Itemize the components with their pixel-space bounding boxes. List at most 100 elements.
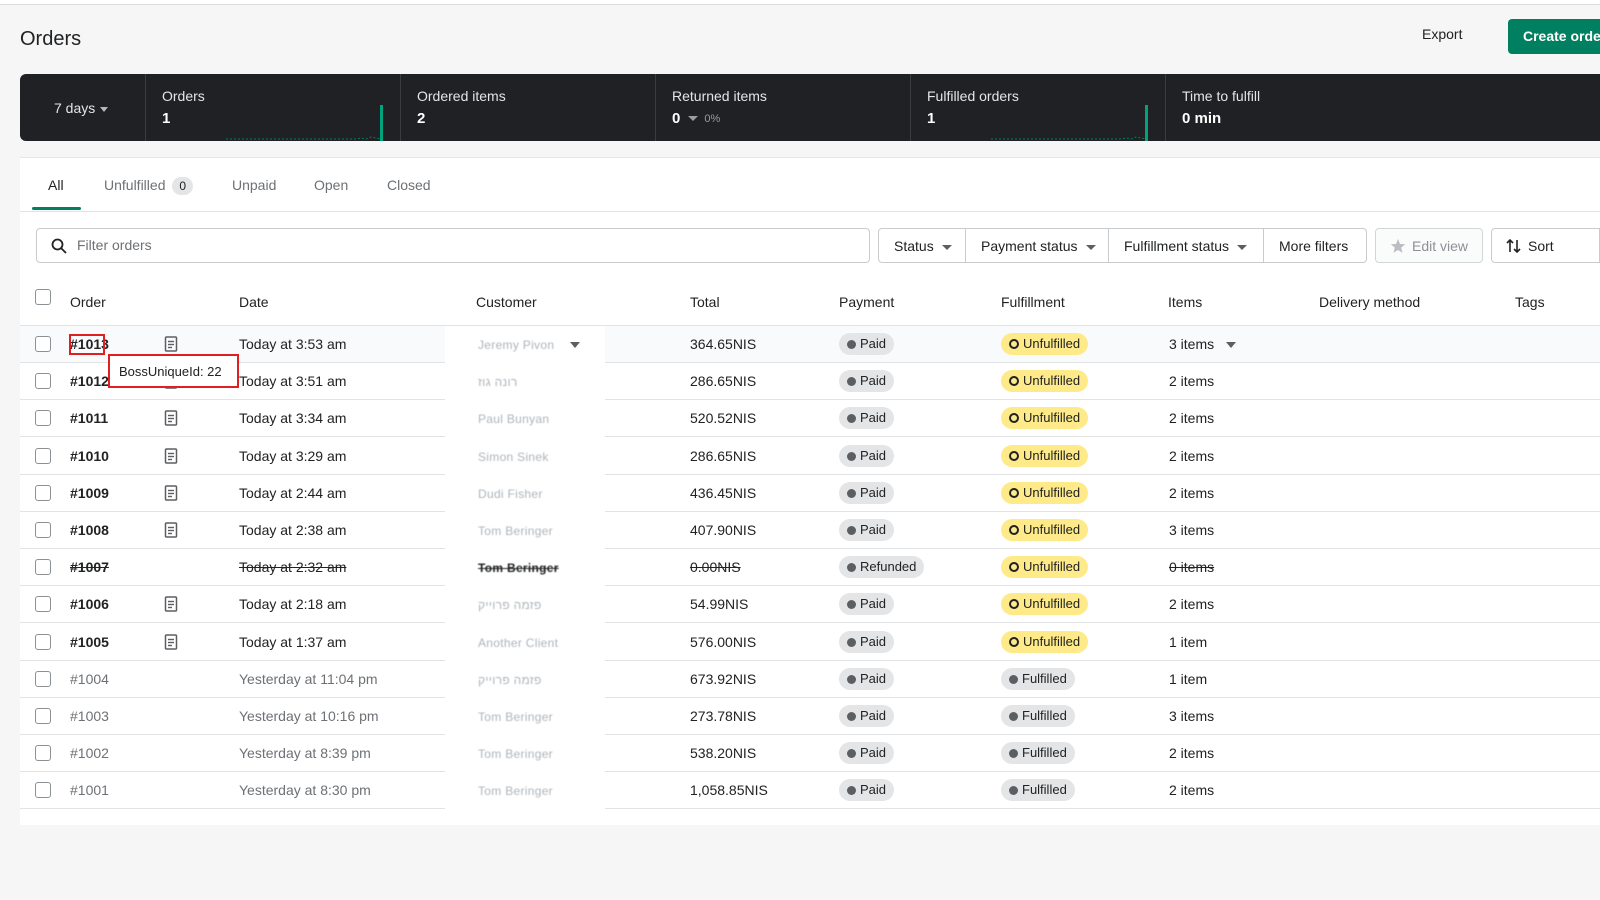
date-range-selector[interactable]: 7 days bbox=[20, 74, 146, 141]
incomplete-circle-icon bbox=[1009, 562, 1019, 573]
chevron-down-icon[interactable] bbox=[570, 342, 580, 348]
table-row[interactable]: #1007 Today at 2:32 am Tom Beringer 0.00NIS… bbox=[20, 549, 1600, 587]
tab-all[interactable]: All bbox=[48, 177, 64, 193]
customer-name[interactable]: Tom Beringer bbox=[478, 747, 553, 762]
payment-status-text: Paid bbox=[860, 447, 887, 463]
row-checkbox[interactable] bbox=[35, 670, 51, 687]
payment-status-filter-button[interactable]: Payment status bbox=[965, 228, 1109, 263]
row-checkbox[interactable] bbox=[35, 596, 51, 613]
tab-unpaid[interactable]: Unpaid bbox=[232, 177, 277, 193]
table-row[interactable]: #1010 Today at 3:29 am Simon Sinek 286.65NI… bbox=[20, 437, 1600, 475]
fulfillment-status-text: Unfulfilled bbox=[1023, 373, 1081, 389]
order-number-link[interactable]: #1007 bbox=[70, 559, 109, 576]
filter-orders-field[interactable] bbox=[36, 228, 870, 263]
stat-label: Orders bbox=[162, 88, 205, 104]
status-filter-button[interactable]: Status bbox=[878, 228, 966, 263]
order-number-link[interactable]: #1004 bbox=[70, 670, 109, 687]
row-checkbox[interactable] bbox=[35, 447, 51, 464]
customer-name[interactable]: Jeremy Pivon bbox=[478, 338, 555, 352]
filter-orders-input[interactable] bbox=[77, 237, 837, 253]
star-icon bbox=[1390, 239, 1406, 253]
column-order: Order bbox=[70, 294, 106, 310]
order-number-link[interactable]: #1008 bbox=[70, 522, 109, 538]
fulfillment-status-badge: Unfulfilled bbox=[1001, 481, 1089, 504]
stat-label: Returned items bbox=[672, 88, 767, 104]
table-row[interactable]: #1002 Yesterday at 8:39 pm Tom Beringer 538… bbox=[20, 735, 1600, 773]
table-row[interactable]: #1001 Yesterday at 8:30 pm Tom Beringer 1,0… bbox=[20, 772, 1600, 810]
create-order-button[interactable]: Create order bbox=[1508, 19, 1600, 54]
customer-name[interactable]: פזמה פרוייק bbox=[478, 672, 542, 687]
row-checkbox[interactable] bbox=[35, 708, 51, 724]
tab-open[interactable]: Open bbox=[314, 177, 349, 193]
row-checkbox[interactable] bbox=[35, 633, 51, 650]
select-all-checkbox[interactable] bbox=[35, 289, 51, 305]
export-button[interactable]: Export bbox=[1422, 26, 1463, 42]
table-row[interactable]: #1004 Yesterday at 11:04 pm פזמה פרוייק 673… bbox=[20, 660, 1600, 698]
customer-name[interactable]: Another Client bbox=[478, 635, 559, 650]
customer-cell bbox=[445, 698, 605, 735]
order-number-link[interactable]: #1002 bbox=[70, 745, 109, 762]
items-count: 3 items bbox=[1169, 708, 1215, 724]
row-checkbox[interactable] bbox=[35, 484, 51, 501]
items-count[interactable]: 3 items bbox=[1169, 336, 1215, 352]
order-number-link[interactable]: #1009 bbox=[70, 484, 109, 501]
table-row[interactable]: #1013 Today at 3:53 am Jeremy Pivon 364.65N… bbox=[20, 326, 1600, 363]
payment-status-text: Paid bbox=[860, 670, 887, 686]
table-row[interactable]: #1008 Today at 2:38 am Tom Beringer 407.90N… bbox=[20, 512, 1600, 549]
edit-view-button[interactable]: Edit view bbox=[1375, 228, 1483, 263]
order-number-link[interactable]: #1003 bbox=[70, 708, 109, 724]
fulfillment-status-badge: Unfulfilled bbox=[1001, 333, 1089, 355]
customer-name[interactable]: פזמה פרוייק bbox=[478, 598, 542, 613]
table-row[interactable]: #1003 Yesterday at 10:16 pm Tom Beringer 27… bbox=[20, 698, 1600, 735]
stat-fulfilled-orders[interactable]: Fulfilled orders 1 bbox=[911, 74, 1166, 141]
sort-button[interactable]: Sort bbox=[1491, 228, 1600, 263]
incomplete-circle-icon bbox=[1009, 339, 1019, 349]
order-number-link[interactable]: #1011 bbox=[70, 410, 109, 427]
stat-returned-items[interactable]: Returned items 0 0% bbox=[656, 74, 911, 141]
incomplete-circle-icon bbox=[1009, 525, 1019, 535]
customer-name[interactable]: Tom Beringer bbox=[478, 710, 553, 724]
table-row[interactable]: #1009 Today at 2:44 am Dudi Fisher 436.45NI… bbox=[20, 474, 1600, 512]
stat-ordered-items[interactable]: Ordered items 2 bbox=[401, 74, 656, 141]
row-checkbox[interactable] bbox=[35, 410, 51, 427]
stat-orders[interactable]: Orders 1 bbox=[146, 74, 401, 141]
order-date: Today at 3:53 am bbox=[239, 336, 347, 352]
note-icon bbox=[164, 522, 178, 538]
edit-view-label: Edit view bbox=[1412, 238, 1469, 254]
table-row[interactable]: #1005 Today at 1:37 am Another Client 576.0… bbox=[20, 623, 1600, 661]
payment-status-badge: Paid bbox=[839, 705, 895, 727]
customer-name[interactable]: רונה גוז bbox=[478, 375, 518, 390]
fulfillment-status-filter-button[interactable]: Fulfillment status bbox=[1108, 228, 1264, 263]
row-checkbox[interactable] bbox=[35, 522, 51, 538]
row-checkbox[interactable] bbox=[35, 782, 51, 799]
row-checkbox[interactable] bbox=[35, 373, 51, 390]
table-row[interactable]: #1012 Today at 3:51 am רונה גוז 286.65NIS Pa… bbox=[20, 363, 1600, 401]
customer-name[interactable]: Tom Beringer bbox=[478, 561, 559, 576]
table-row[interactable]: #1011 Today at 3:34 am Paul Bunyan 520.52NI… bbox=[20, 400, 1600, 438]
order-number-link[interactable]: #1005 bbox=[70, 633, 109, 650]
status-dot-icon bbox=[847, 563, 856, 573]
row-checkbox[interactable] bbox=[35, 559, 51, 576]
customer-cell bbox=[445, 437, 605, 475]
tab-closed[interactable]: Closed bbox=[387, 177, 431, 193]
customer-name[interactable]: Paul Bunyan bbox=[478, 412, 550, 427]
table-row[interactable]: #1006 Today at 2:18 am פזמה פרוייק 54.99NIS… bbox=[20, 586, 1600, 624]
order-number-link[interactable]: #1013 bbox=[70, 336, 109, 352]
order-number-link[interactable]: #1010 bbox=[70, 447, 109, 464]
row-checkbox[interactable] bbox=[35, 336, 51, 352]
order-number-link[interactable]: #1006 bbox=[70, 596, 109, 613]
order-number-link[interactable]: #1012 bbox=[70, 373, 109, 390]
customer-name[interactable]: Tom Beringer bbox=[478, 784, 553, 799]
row-checkbox[interactable] bbox=[35, 745, 51, 762]
more-filters-button[interactable]: More filters bbox=[1263, 228, 1367, 263]
stat-time-to-fulfill[interactable]: Time to fulfill 0 min bbox=[1166, 74, 1421, 141]
order-number-link[interactable]: #1001 bbox=[70, 782, 109, 799]
chevron-down-icon[interactable] bbox=[1226, 342, 1236, 348]
tab-unfulfilled-label: Unfulfilled bbox=[104, 177, 166, 193]
customer-name[interactable]: Dudi Fisher bbox=[478, 486, 543, 501]
customer-name[interactable]: Simon Sinek bbox=[478, 449, 549, 464]
customer-name[interactable]: Tom Beringer bbox=[478, 524, 553, 538]
tab-unfulfilled[interactable]: Unfulfilled 0 bbox=[104, 177, 194, 195]
order-date: Today at 2:38 am bbox=[239, 522, 347, 538]
table-header: Order Date Customer Total Payment Fulfil… bbox=[20, 284, 1600, 326]
